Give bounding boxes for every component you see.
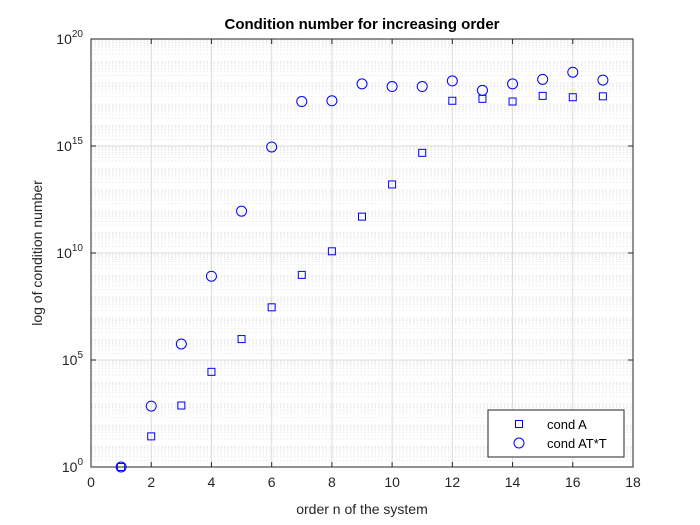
cond-ata-point [175, 338, 187, 350]
cond-a-point [267, 303, 276, 312]
x-axis-label: order n of the system [296, 501, 428, 517]
cond-a-point [297, 270, 306, 279]
cond-ata-point [476, 84, 488, 96]
data-markers [115, 66, 609, 473]
cond-a-point [568, 93, 577, 102]
legend-label: cond AT*T [547, 436, 607, 451]
cond-ata-point [567, 66, 579, 78]
cond-a-point [598, 92, 607, 101]
y-tick-label: 100 [62, 457, 84, 475]
cond-ata-point [145, 400, 157, 412]
cond-ata-point [296, 96, 308, 108]
y-tick-label: 105 [62, 350, 84, 368]
x-tick-label: 4 [208, 474, 216, 490]
y-tick-label: 1020 [56, 29, 83, 47]
x-tick-label: 16 [565, 474, 581, 490]
y-tick-label: 1015 [56, 136, 83, 154]
cond-ata-point [386, 81, 398, 93]
cond-ata-point [266, 141, 278, 153]
cond-ata-point [205, 270, 217, 282]
x-tick-label: 8 [328, 474, 336, 490]
cond-ata-point [597, 74, 609, 86]
x-tick-label: 18 [625, 474, 641, 490]
cond-a-point [177, 401, 186, 410]
cond-a-point [237, 335, 246, 344]
legend-label: cond A [547, 417, 587, 432]
x-tick-label: 0 [87, 474, 95, 490]
x-tick-label: 10 [384, 474, 400, 490]
legend-square-marker [515, 420, 523, 428]
cond-a-point [117, 463, 126, 471]
cond-ata-point [356, 78, 368, 90]
cond-a-point [207, 367, 216, 376]
cond-a-point [388, 180, 397, 189]
y-tick-label: 1010 [56, 243, 83, 261]
axis-ticks: 0 2 4 6 8 10 12 14 16 18 100 105 1010 1015 1020 [56, 29, 641, 490]
legend-circle-marker [513, 437, 525, 449]
cond-ata-point [115, 461, 127, 473]
cond-ata-point [416, 81, 428, 93]
chart-title: Condition number for increasing order [224, 16, 499, 33]
x-tick-label: 12 [445, 474, 461, 490]
cond-a-point [508, 97, 517, 106]
cond-a-point [147, 432, 156, 441]
legend: cond A cond AT*T [487, 409, 625, 458]
cond-ata-point [446, 75, 458, 87]
cond-a-point [358, 212, 366, 221]
cond-ata-point [507, 78, 519, 90]
y-axis-label: log of condition number [29, 180, 45, 326]
cond-a-point [327, 247, 336, 256]
x-tick-label: 2 [147, 474, 155, 490]
cond-a-point [538, 91, 547, 100]
cond-ata-point [236, 205, 248, 217]
x-tick-label: 6 [268, 474, 276, 490]
cond-ata-point [326, 95, 338, 107]
cond-a-point [418, 148, 427, 157]
cond-ata-point [537, 73, 549, 85]
x-tick-label: 14 [505, 474, 521, 490]
cond-a-point [448, 96, 457, 105]
legend-box [487, 409, 625, 458]
